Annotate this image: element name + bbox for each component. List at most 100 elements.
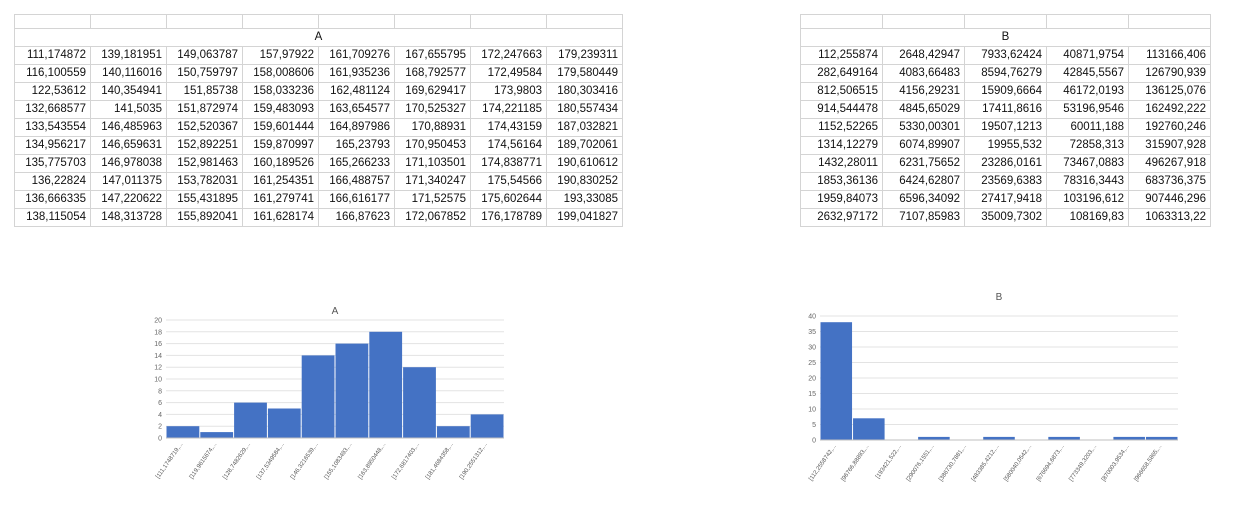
table-cell[interactable]: 171,103501 xyxy=(394,154,471,173)
table-cell[interactable]: 103196,612 xyxy=(1046,190,1129,209)
table-cell[interactable]: 1314,12279 xyxy=(800,136,883,155)
table-cell[interactable]: 914,544478 xyxy=(800,100,883,119)
table-cell[interactable]: 165,23793 xyxy=(318,136,395,155)
table-cell[interactable]: 179,580449 xyxy=(546,64,623,83)
empty-cell[interactable] xyxy=(964,14,1047,29)
table-cell[interactable]: 158,033236 xyxy=(242,82,319,101)
table-cell[interactable]: 159,870997 xyxy=(242,136,319,155)
table-cell[interactable]: 165,266233 xyxy=(318,154,395,173)
empty-cell[interactable] xyxy=(1046,14,1129,29)
empty-cell[interactable] xyxy=(882,14,965,29)
table-cell[interactable]: 151,85738 xyxy=(166,82,243,101)
empty-cell[interactable] xyxy=(14,14,91,29)
empty-cell[interactable] xyxy=(546,14,623,29)
table-cell[interactable]: 175,54566 xyxy=(470,172,547,191)
table-cell[interactable]: 175,602644 xyxy=(470,190,547,209)
table-cell[interactable]: 172,49584 xyxy=(470,64,547,83)
table-cell[interactable]: 1853,36136 xyxy=(800,172,883,191)
table-cell[interactable]: 166,488757 xyxy=(318,172,395,191)
table-cell[interactable]: 150,759797 xyxy=(166,64,243,83)
empty-cell[interactable] xyxy=(318,14,395,29)
table-cell[interactable]: 19507,1213 xyxy=(964,118,1047,137)
table-cell[interactable]: 147,011375 xyxy=(90,172,167,191)
table-cell[interactable]: 282,649164 xyxy=(800,64,883,83)
table-cell[interactable]: 162492,222 xyxy=(1128,100,1211,119)
table-cell[interactable]: 35009,7302 xyxy=(964,208,1047,227)
table-cell[interactable]: 176,178789 xyxy=(470,208,547,227)
table-cell[interactable]: 199,041827 xyxy=(546,208,623,227)
table-cell[interactable]: 136,666335 xyxy=(14,190,91,209)
table-cell[interactable]: 1959,84073 xyxy=(800,190,883,209)
table-cell[interactable]: 6074,89907 xyxy=(882,136,965,155)
table-cell[interactable]: 189,702061 xyxy=(546,136,623,155)
table-cell[interactable]: 19955,532 xyxy=(964,136,1047,155)
table-cell[interactable]: 6231,75652 xyxy=(882,154,965,173)
table-cell[interactable]: 152,892251 xyxy=(166,136,243,155)
table-cell[interactable]: 2648,42947 xyxy=(882,46,965,65)
table-cell[interactable]: 111,174872 xyxy=(14,46,91,65)
table-cell[interactable]: 1063313,22 xyxy=(1128,208,1211,227)
table-cell[interactable]: 172,067852 xyxy=(394,208,471,227)
table-cell[interactable]: 166,616177 xyxy=(318,190,395,209)
table-cell[interactable]: 161,628174 xyxy=(242,208,319,227)
table-cell[interactable]: 1432,28011 xyxy=(800,154,883,173)
table-cell[interactable]: 7933,62424 xyxy=(964,46,1047,65)
table-cell[interactable]: 23286,0161 xyxy=(964,154,1047,173)
table-cell[interactable]: 190,610612 xyxy=(546,154,623,173)
table-cell[interactable]: 174,838771 xyxy=(470,154,547,173)
table-cell[interactable]: 907446,296 xyxy=(1128,190,1211,209)
table-cell[interactable]: 122,53612 xyxy=(14,82,91,101)
table-cell[interactable]: 173,9803 xyxy=(470,82,547,101)
table-cell[interactable]: 27417,9418 xyxy=(964,190,1047,209)
table-cell[interactable]: 159,601444 xyxy=(242,118,319,137)
empty-cell[interactable] xyxy=(1128,14,1211,29)
table-cell[interactable]: 161,254351 xyxy=(242,172,319,191)
table-cell[interactable]: 15909,6664 xyxy=(964,82,1047,101)
table-cell[interactable]: 683736,375 xyxy=(1128,172,1211,191)
table-cell[interactable]: 168,792577 xyxy=(394,64,471,83)
table-cell[interactable]: 171,52575 xyxy=(394,190,471,209)
table-cell[interactable]: 149,063787 xyxy=(166,46,243,65)
table-cell[interactable]: 174,43159 xyxy=(470,118,547,137)
table-cell[interactable]: 157,97922 xyxy=(242,46,319,65)
table-cell[interactable]: 4845,65029 xyxy=(882,100,965,119)
table-cell[interactable]: 136125,076 xyxy=(1128,82,1211,101)
table-cell[interactable]: 170,950453 xyxy=(394,136,471,155)
empty-cell[interactable] xyxy=(166,14,243,29)
table-header[interactable]: B xyxy=(800,28,1211,47)
table-cell[interactable]: 161,935236 xyxy=(318,64,395,83)
table-cell[interactable]: 42845,5567 xyxy=(1046,64,1129,83)
table-cell[interactable]: 40871,9754 xyxy=(1046,46,1129,65)
table-cell[interactable]: 161,709276 xyxy=(318,46,395,65)
table-cell[interactable]: 146,978038 xyxy=(90,154,167,173)
table-header[interactable]: A xyxy=(14,28,623,47)
table-cell[interactable]: 23569,6383 xyxy=(964,172,1047,191)
table-cell[interactable]: 4083,66483 xyxy=(882,64,965,83)
table-cell[interactable]: 164,897986 xyxy=(318,118,395,137)
table-cell[interactable]: 53196,9546 xyxy=(1046,100,1129,119)
table-cell[interactable]: 2632,97172 xyxy=(800,208,883,227)
table-cell[interactable]: 180,303416 xyxy=(546,82,623,101)
table-cell[interactable]: 152,981463 xyxy=(166,154,243,173)
table-cell[interactable]: 192760,246 xyxy=(1128,118,1211,137)
table-cell[interactable]: 170,88931 xyxy=(394,118,471,137)
table-cell[interactable]: 146,485963 xyxy=(90,118,167,137)
table-cell[interactable]: 158,008606 xyxy=(242,64,319,83)
table-cell[interactable]: 172,247663 xyxy=(470,46,547,65)
table-cell[interactable]: 72858,313 xyxy=(1046,136,1129,155)
table-cell[interactable]: 138,115054 xyxy=(14,208,91,227)
table-cell[interactable]: 162,481124 xyxy=(318,82,395,101)
empty-cell[interactable] xyxy=(394,14,471,29)
table-cell[interactable]: 6596,34092 xyxy=(882,190,965,209)
table-cell[interactable]: 174,221185 xyxy=(470,100,547,119)
table-cell[interactable]: 135,775703 xyxy=(14,154,91,173)
table-cell[interactable]: 190,830252 xyxy=(546,172,623,191)
table-cell[interactable]: 113166,406 xyxy=(1128,46,1211,65)
table-cell[interactable]: 78316,3443 xyxy=(1046,172,1129,191)
table-cell[interactable]: 193,33085 xyxy=(546,190,623,209)
empty-cell[interactable] xyxy=(470,14,547,29)
empty-cell[interactable] xyxy=(90,14,167,29)
table-cell[interactable]: 179,239311 xyxy=(546,46,623,65)
table-cell[interactable]: 4156,29231 xyxy=(882,82,965,101)
table-cell[interactable]: 133,543554 xyxy=(14,118,91,137)
